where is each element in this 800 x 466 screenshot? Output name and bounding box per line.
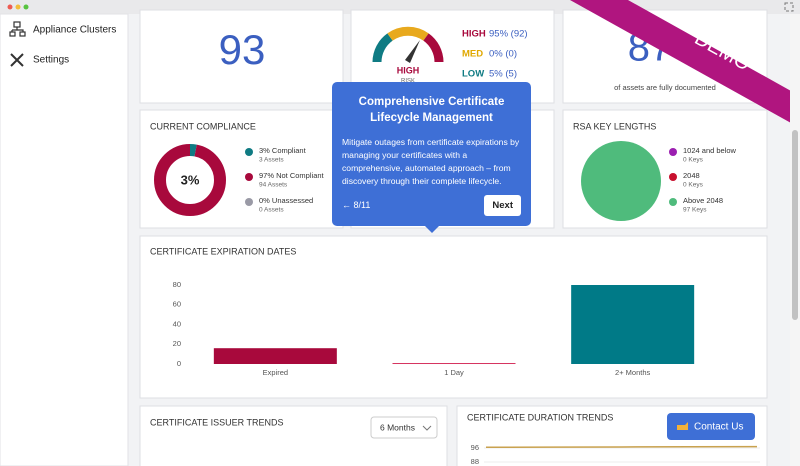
card-title: CERTIFICATE ISSUER TRENDS <box>150 417 284 427</box>
legend-label: 0% Unassessed <box>259 196 313 205</box>
donut-center-label: 3% <box>181 172 200 187</box>
gauge-needle <box>405 40 420 63</box>
y-tick-label: 80 <box>173 280 181 289</box>
hand-icon <box>677 422 688 430</box>
y-tick-label: 96 <box>471 443 479 452</box>
close-dot[interactable] <box>7 4 13 10</box>
fullscreen-icon[interactable] <box>784 2 794 12</box>
legend-dot <box>669 148 677 156</box>
y-tick-label: 40 <box>173 319 181 328</box>
risk-level-name: HIGH <box>462 29 486 40</box>
legend-dot <box>245 173 253 181</box>
documented-caption: of assets are fully documented <box>614 83 716 92</box>
cluster-icon <box>9 21 26 37</box>
y-tick-label: 88 <box>471 457 479 466</box>
zoom-dot[interactable] <box>23 4 29 10</box>
legend-label: 97% Not Compliant <box>259 171 325 180</box>
period-select[interactable] <box>370 416 438 439</box>
risk-level-value: 95% (92) <box>489 29 528 40</box>
x-tick-label: Expired <box>263 368 288 377</box>
card-title: CERTIFICATE EXPIRATION DATES <box>150 246 296 256</box>
risk-gauge <box>372 26 444 63</box>
tour-popover: Comprehensive Certificate Lifecycle Mana… <box>332 82 531 233</box>
legend-label: 3% Compliant <box>259 146 307 155</box>
legend-dot <box>669 173 677 181</box>
scrollbar-thumb[interactable] <box>792 130 798 320</box>
legend-detail: 94 Assets <box>259 182 288 189</box>
legend-detail: 0 Keys <box>683 157 704 164</box>
y-tick-label: 60 <box>173 300 181 309</box>
x-tick-label: 2+ Months <box>615 368 650 377</box>
card-title: RSA KEY LENGTHS <box>573 121 656 131</box>
legend-dot <box>669 198 677 206</box>
legend-label: 1024 and below <box>683 146 737 155</box>
y-tick-label: 0 <box>177 359 181 368</box>
bar <box>392 363 516 365</box>
tour-nav[interactable]: ← 8/11 <box>342 200 371 210</box>
risk-level-value: 0% (0) <box>489 49 517 60</box>
dropdown-caret <box>422 425 432 431</box>
demo-ribbon <box>570 0 800 128</box>
legend-dot <box>245 148 253 156</box>
contact-label[interactable]: Contact Us <box>694 422 743 433</box>
tour-pointer <box>425 226 439 233</box>
tour-body: Mitigate outages from certificate expira… <box>342 137 520 186</box>
trend-line <box>485 445 758 449</box>
gauge-sublabel: RISK <box>401 79 415 85</box>
period-select-label[interactable]: 6 Months <box>380 422 415 432</box>
x-tick-label: 1 Day <box>444 368 464 377</box>
legend-label: 2048 <box>683 171 700 180</box>
legend-dot <box>245 198 253 206</box>
gauge-label: HIGH <box>397 65 420 75</box>
pie-slice <box>581 141 661 221</box>
y-tick-label: 20 <box>173 339 181 348</box>
sidebar-item[interactable]: Settings <box>33 55 69 66</box>
legend-detail: 3 Assets <box>259 157 284 164</box>
total-count: 93 <box>219 26 266 73</box>
risk-level-name: MED <box>462 49 483 60</box>
tour-title: Comprehensive Certificate Lifecycle Mana… <box>358 96 505 124</box>
legend-detail: 0 Keys <box>683 182 704 189</box>
contact-button[interactable] <box>667 413 755 440</box>
tour-step: 8/11 <box>353 200 371 210</box>
card-title: CURRENT COMPLIANCE <box>150 121 256 131</box>
legend-detail: 0 Assets <box>259 207 284 214</box>
legend-detail: 97 Keys <box>683 207 707 214</box>
legend-label: Above 2048 <box>683 196 723 205</box>
card-title: CERTIFICATE DURATION TRENDS <box>467 412 613 422</box>
tour-next[interactable]: Next <box>484 195 521 216</box>
settings-icon <box>10 53 24 67</box>
sidebar <box>0 13 129 466</box>
minimize-dot[interactable] <box>15 4 21 10</box>
bar <box>571 285 695 364</box>
risk-level-name: LOW <box>462 69 484 80</box>
donut-segment <box>154 144 226 216</box>
sidebar-item[interactable]: Appliance Clusters <box>33 25 116 36</box>
bar <box>213 348 337 364</box>
risk-level-value: 5% (5) <box>489 69 517 80</box>
cards <box>139 9 768 466</box>
